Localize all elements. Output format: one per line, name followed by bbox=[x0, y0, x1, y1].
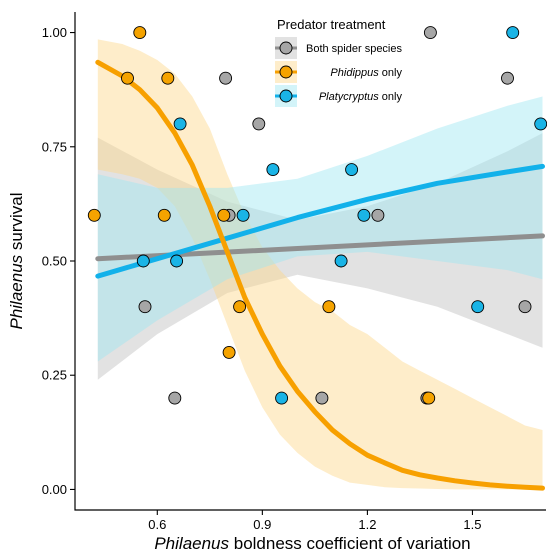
data-point-s0-2 bbox=[219, 71, 233, 85]
data-point-s2-1 bbox=[170, 254, 184, 268]
data-point-s0-9 bbox=[501, 71, 514, 85]
data-point-s2-2 bbox=[173, 117, 187, 131]
data-point-s2-8 bbox=[357, 208, 371, 222]
data-point-s0-5 bbox=[315, 391, 329, 405]
fit-lines bbox=[95, 59, 545, 491]
legend-label-2: Platycryptus only bbox=[319, 91, 403, 103]
data-point-s2-4 bbox=[266, 163, 280, 177]
data-point-s1-6 bbox=[222, 345, 236, 359]
confidence-band-0 bbox=[97, 133, 543, 380]
data-point-s1-7 bbox=[233, 300, 247, 314]
legend-key-point-1 bbox=[279, 65, 293, 79]
y-tick-label-3: 0.75 bbox=[42, 139, 67, 154]
data-point-s0-10 bbox=[518, 300, 532, 314]
data-point-s0-8 bbox=[423, 26, 437, 40]
y-tick-label-1: 0.25 bbox=[42, 368, 67, 383]
x-tick-label-0: 0.6 bbox=[148, 517, 166, 532]
data-point-s2-5 bbox=[275, 391, 289, 405]
data-points bbox=[87, 26, 547, 405]
data-point-s2-11 bbox=[534, 117, 547, 131]
y-axis-title: Philaenus survival bbox=[7, 192, 26, 329]
x-axis-title: Philaenus boldness coefficient of variat… bbox=[154, 534, 470, 553]
legend: Predator treatment Both spider species Phi… bbox=[275, 17, 402, 107]
legend-label-1: Phidippus only bbox=[330, 67, 402, 79]
confidence-band-1 bbox=[97, 39, 543, 490]
data-point-s0-0 bbox=[138, 300, 152, 314]
data-point-s2-0 bbox=[136, 254, 150, 268]
data-point-s0-6 bbox=[371, 208, 385, 222]
data-point-s2-10 bbox=[506, 26, 520, 40]
x-tick-label-2: 1.2 bbox=[358, 517, 376, 532]
data-point-s1-8 bbox=[322, 300, 336, 314]
legend-key-point-2 bbox=[279, 89, 293, 103]
data-point-s1-4 bbox=[161, 71, 175, 85]
data-point-s1-3 bbox=[157, 208, 171, 222]
data-point-s1-1 bbox=[121, 71, 134, 85]
data-point-s0-1 bbox=[168, 391, 182, 405]
data-point-s1-9 bbox=[422, 391, 436, 405]
data-point-s2-3 bbox=[236, 208, 250, 222]
y-tick-label-4: 1.00 bbox=[42, 25, 67, 40]
data-point-s2-9 bbox=[471, 300, 485, 314]
x-tick-label-3: 1.5 bbox=[463, 517, 481, 532]
x-tick-label-1: 0.9 bbox=[253, 517, 271, 532]
data-point-s1-2 bbox=[133, 26, 147, 40]
data-point-s1-0 bbox=[87, 208, 101, 222]
data-point-s2-6 bbox=[334, 254, 348, 268]
legend-title: Predator treatment bbox=[277, 17, 386, 32]
fit-line-2 bbox=[95, 163, 545, 279]
data-point-s0-4 bbox=[252, 117, 266, 131]
confidence-band-2 bbox=[97, 96, 543, 362]
confidence-bands bbox=[97, 39, 543, 490]
y-tick-label-0: 0.00 bbox=[42, 482, 67, 497]
y-tick-label-2: 0.50 bbox=[42, 254, 67, 269]
legend-key-point-0 bbox=[279, 41, 293, 55]
fit-line-1 bbox=[95, 59, 545, 491]
data-point-s1-5 bbox=[217, 208, 231, 222]
axes: 0.6 0.9 1.2 1.5 0.00 0.25 0.50 0.75 1.00 Philaenu… bbox=[7, 12, 546, 553]
legend-label-0: Both spider species bbox=[306, 43, 402, 55]
data-point-s2-7 bbox=[345, 163, 359, 177]
